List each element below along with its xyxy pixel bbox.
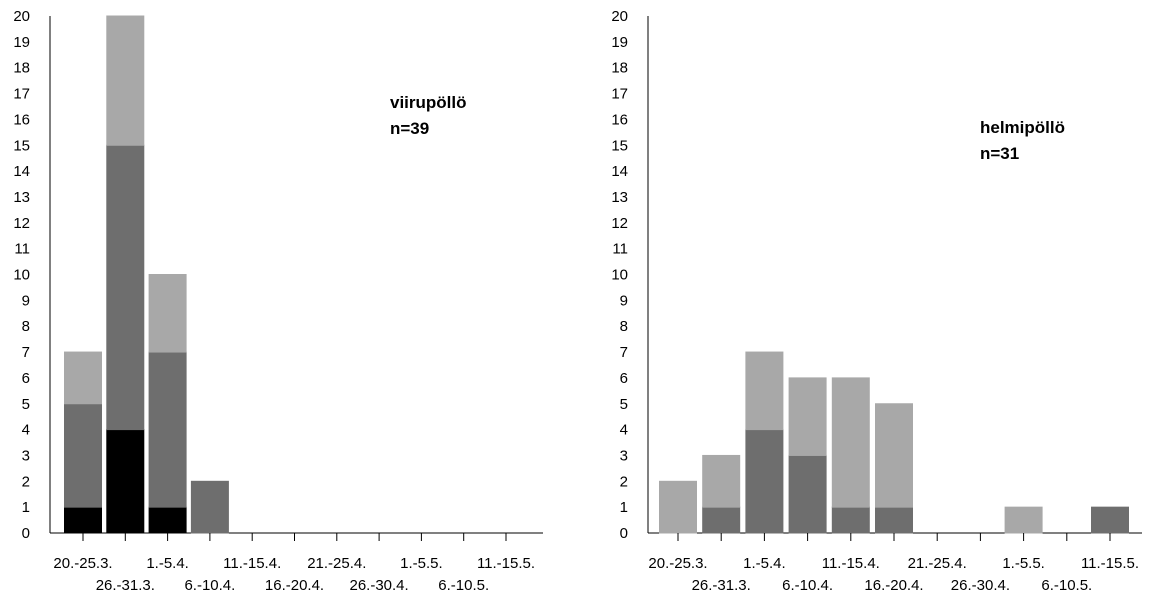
y-tick-label: 6 <box>22 370 30 387</box>
y-tick-label: 16 <box>13 111 30 128</box>
bar-segment <box>875 403 913 508</box>
x-tick-label: 6.-10.5. <box>1041 577 1092 594</box>
y-tick-label: 15 <box>611 137 628 154</box>
y-tick-label: 11 <box>14 241 30 258</box>
bar-segment <box>788 454 827 534</box>
bar-segment <box>106 15 145 146</box>
bar-segment <box>64 506 102 534</box>
bar-segment <box>745 429 784 534</box>
y-tick-label: 3 <box>22 447 30 464</box>
chart-subtitle: n=39 <box>390 119 429 138</box>
y-tick-label: 5 <box>620 396 628 413</box>
y-tick-label: 9 <box>22 292 30 309</box>
y-tick-label: 9 <box>620 292 628 309</box>
y-tick-label: 1 <box>620 499 628 516</box>
y-tick-label: 3 <box>620 447 628 464</box>
y-tick-label: 14 <box>611 163 628 180</box>
chart-title: viirupöllö <box>390 93 467 112</box>
y-tick-label: 2 <box>620 473 628 490</box>
bar-segment <box>64 403 102 508</box>
bar-segment <box>875 506 913 534</box>
y-tick-label: 0 <box>620 525 628 542</box>
y-tick-label: 16 <box>611 111 628 128</box>
x-tick-label: 20.-25.3. <box>648 555 707 572</box>
y-tick-label: 7 <box>620 344 628 361</box>
y-tick-label: 4 <box>620 422 628 439</box>
y-tick-label: 8 <box>22 318 30 335</box>
y-tick-label: 18 <box>13 60 30 77</box>
x-tick-label: 1.-5.5. <box>400 555 443 572</box>
y-tick-label: 14 <box>13 163 30 180</box>
y-tick-label: 17 <box>611 86 628 103</box>
chart-subtitle: n=31 <box>980 144 1019 163</box>
bar-segment <box>1004 506 1043 534</box>
x-tick-label: 1.-5.4. <box>743 555 786 572</box>
x-tick-label: 11.-15.5. <box>1081 555 1139 572</box>
bar-segment <box>148 506 187 534</box>
x-tick-label: 16.-20.4. <box>265 577 324 594</box>
x-tick-label: 26.-31.3. <box>96 577 155 594</box>
y-tick-label: 10 <box>13 267 30 284</box>
y-tick-label: 2 <box>22 473 30 490</box>
x-tick-label: 26.-31.3. <box>692 577 751 594</box>
y-tick-label: 18 <box>611 60 628 77</box>
x-tick-label: 11.-15.4. <box>822 555 880 572</box>
x-tick-label: 6.-10.5. <box>438 577 489 594</box>
bar-segment <box>831 377 870 508</box>
y-tick-label: 12 <box>611 215 628 232</box>
chart-helmipollo: 0123456789101112131415161718192020.-25.3… <box>611 8 1142 594</box>
bar-segment <box>148 351 187 508</box>
bar-segment <box>659 480 697 534</box>
x-tick-label: 20.-25.3. <box>53 555 112 572</box>
x-tick-label: 16.-20.4. <box>864 577 923 594</box>
x-tick-label: 1.-5.5. <box>1002 555 1045 572</box>
bar-segment <box>106 144 145 431</box>
bar-segment <box>106 429 145 534</box>
y-tick-label: 17 <box>13 86 30 103</box>
y-tick-label: 20 <box>13 8 30 25</box>
x-tick-label: 21.-25.4. <box>908 555 967 572</box>
x-tick-label: 26.-30.4. <box>951 577 1010 594</box>
x-tick-label: 1.-5.4. <box>146 555 189 572</box>
y-tick-label: 13 <box>13 189 30 206</box>
bar-segment <box>64 351 102 405</box>
y-tick-label: 5 <box>22 396 30 413</box>
bar-segment <box>702 454 741 508</box>
y-tick-label: 12 <box>13 215 30 232</box>
y-tick-label: 20 <box>611 8 628 25</box>
y-tick-label: 11 <box>612 241 628 258</box>
chart-viirupollo: 0123456789101112131415161718192020.-25.3… <box>13 8 543 594</box>
x-tick-label: 21.-25.4. <box>307 555 366 572</box>
y-tick-label: 8 <box>620 318 628 335</box>
y-tick-label: 15 <box>13 137 30 154</box>
x-tick-label: 6.-10.4. <box>184 577 235 594</box>
x-tick-label: 26.-30.4. <box>349 577 408 594</box>
x-tick-label: 6.-10.4. <box>782 577 833 594</box>
y-tick-label: 7 <box>22 344 30 361</box>
bar-segment <box>831 506 870 534</box>
y-tick-label: 0 <box>22 525 30 542</box>
bar-segment <box>190 480 229 534</box>
bar-segment <box>702 506 741 534</box>
y-tick-label: 1 <box>22 499 30 516</box>
x-tick-label: 11.-15.5. <box>477 555 535 572</box>
y-tick-label: 13 <box>611 189 628 206</box>
y-tick-label: 10 <box>611 267 628 284</box>
chart-title: helmipöllö <box>980 118 1065 137</box>
bar-segment <box>745 351 784 431</box>
y-tick-label: 6 <box>620 370 628 387</box>
bar-segment <box>788 377 827 456</box>
y-tick-label: 19 <box>611 34 628 51</box>
bar-segment <box>1091 506 1129 534</box>
x-tick-label: 11.-15.4. <box>223 555 281 572</box>
y-tick-label: 4 <box>22 422 30 439</box>
bar-segment <box>148 274 187 353</box>
y-tick-label: 19 <box>13 34 30 51</box>
